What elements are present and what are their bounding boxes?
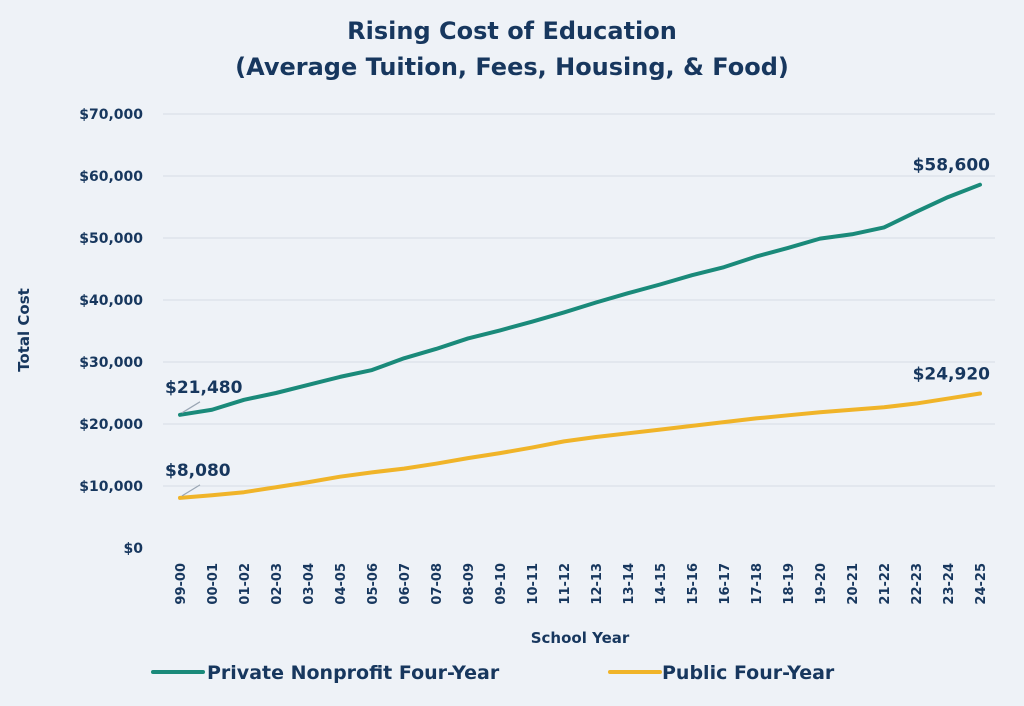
series-line-public [178, 391, 982, 500]
data-label: $24,920 [913, 364, 991, 384]
x-tick-label: 02-03 [270, 563, 285, 605]
y-axis-ticks: $0 $10,000 $20,000 $30,000 $40,000 $50,000 $60… [79, 107, 143, 557]
legend-label-private: Private Nonprofit Four-Year [207, 662, 500, 684]
x-tick-label: 13-14 [622, 563, 637, 605]
y-tick-label: $40,000 [79, 293, 143, 309]
y-tick-label: $60,000 [79, 169, 143, 185]
data-label: $58,600 [913, 156, 991, 176]
x-tick-label: 00-01 [206, 563, 221, 605]
x-tick-label: 24-25 [974, 563, 989, 605]
y-tick-label: $70,000 [79, 107, 143, 123]
data-labels: $21,480 $8,080 $58,600 $24,920 [165, 156, 991, 497]
x-tick-label: 03-04 [302, 563, 317, 605]
x-tick-label: 08-09 [462, 563, 477, 605]
x-tick-label: 05-06 [366, 563, 381, 605]
series-line-private [178, 182, 982, 417]
chart-subtitle: (Average Tuition, Fees, Housing, & Food) [235, 53, 789, 81]
data-label: $8,080 [165, 461, 231, 481]
x-axis-ticks: 99-00 00-01 01-02 02-03 03-04 04-05 05-06 06-07… [174, 563, 989, 605]
x-tick-label: 07-08 [430, 563, 445, 605]
x-tick-label: 22-23 [910, 563, 925, 605]
x-tick-label: 19-20 [814, 563, 829, 605]
x-tick-label: 09-10 [494, 563, 509, 605]
gridlines [163, 113, 995, 487]
chart-title: Rising Cost of Education [347, 17, 677, 45]
x-tick-label: 18-19 [782, 563, 797, 605]
data-label-leader [181, 484, 201, 497]
x-tick-label: 01-02 [238, 563, 253, 605]
series-lines [178, 182, 982, 500]
x-tick-label: 04-05 [334, 563, 349, 605]
data-label-leader [181, 401, 201, 414]
x-tick-label: 99-00 [174, 563, 189, 605]
x-tick-label: 11-12 [558, 563, 573, 605]
y-tick-label: $10,000 [79, 479, 143, 495]
y-tick-label: $50,000 [79, 231, 143, 247]
x-tick-label: 14-15 [654, 563, 669, 605]
x-tick-label: 12-13 [590, 563, 605, 605]
x-tick-label: 20-21 [846, 563, 861, 605]
y-tick-label: $20,000 [79, 417, 143, 433]
legend-label-public: Public Four-Year [662, 662, 835, 684]
y-tick-label: $30,000 [79, 355, 143, 371]
data-label: $21,480 [165, 378, 243, 398]
x-axis-label: School Year [531, 629, 630, 647]
y-axis-label: Total Cost [15, 288, 33, 372]
x-tick-label: 17-18 [750, 563, 765, 605]
x-tick-label: 23-24 [942, 563, 957, 605]
y-tick-label: $0 [124, 541, 144, 557]
x-tick-label: 15-16 [686, 563, 701, 605]
x-tick-label: 16-17 [718, 563, 733, 605]
x-tick-label: 06-07 [398, 563, 413, 605]
x-tick-label: 10-11 [526, 563, 541, 605]
x-tick-label: 21-22 [878, 563, 893, 605]
legend: Private Nonprofit Four-Year Public Four-… [151, 662, 835, 684]
